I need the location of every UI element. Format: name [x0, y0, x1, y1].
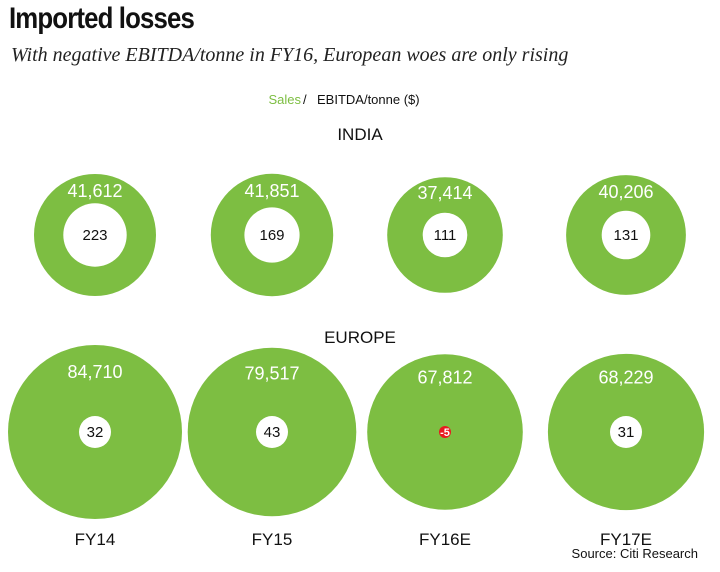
category-label: FY15	[252, 530, 293, 549]
ebitda-label: 32	[87, 424, 104, 441]
ebitda-label: 31	[618, 424, 635, 441]
ebitda-label: 223	[82, 227, 107, 244]
category-label: FY14	[75, 530, 116, 549]
ebitda-label: 43	[264, 424, 281, 441]
sales-label: 41,851	[244, 181, 299, 201]
ebitda-label: 169	[259, 227, 284, 244]
ebitda-label: 111	[434, 227, 457, 244]
ebitda-bubble	[422, 212, 468, 258]
ebitda-bubble	[244, 207, 300, 263]
sales-label: 79,517	[244, 364, 299, 384]
region-label-europe: EUROPE	[324, 328, 396, 347]
category-label: FY16E	[419, 530, 471, 549]
region-label-india: INDIA	[337, 125, 383, 144]
sales-label: 67,812	[417, 368, 472, 388]
ebitda-bubble	[610, 416, 642, 448]
ebitda-bubble-negative	[439, 426, 451, 438]
sales-label: 68,229	[598, 368, 653, 388]
legend-separator: /	[303, 92, 307, 107]
sales-label: 37,414	[417, 183, 472, 203]
ebitda-bubble	[63, 203, 127, 267]
legend-ebitda: EBITDA/tonne ($)	[317, 92, 420, 107]
ebitda-label: 131	[613, 227, 638, 244]
sales-label: 40,206	[598, 182, 653, 202]
ebitda-bubble	[256, 416, 288, 448]
source-note: Source: Citi Research	[572, 546, 698, 561]
ebitda-bubble	[601, 210, 651, 260]
sales-label: 84,710	[67, 362, 122, 382]
legend-sales: Sales	[268, 92, 301, 107]
chart-subtitle: With negative EBITDA/tonne in FY16, Euro…	[11, 44, 569, 66]
chart-title: Imported losses	[9, 2, 195, 35]
sales-label: 41,612	[67, 181, 122, 201]
ebitda-label: -5	[440, 427, 450, 439]
ebitda-bubble	[79, 416, 111, 448]
category-label: FY17E	[600, 530, 652, 549]
